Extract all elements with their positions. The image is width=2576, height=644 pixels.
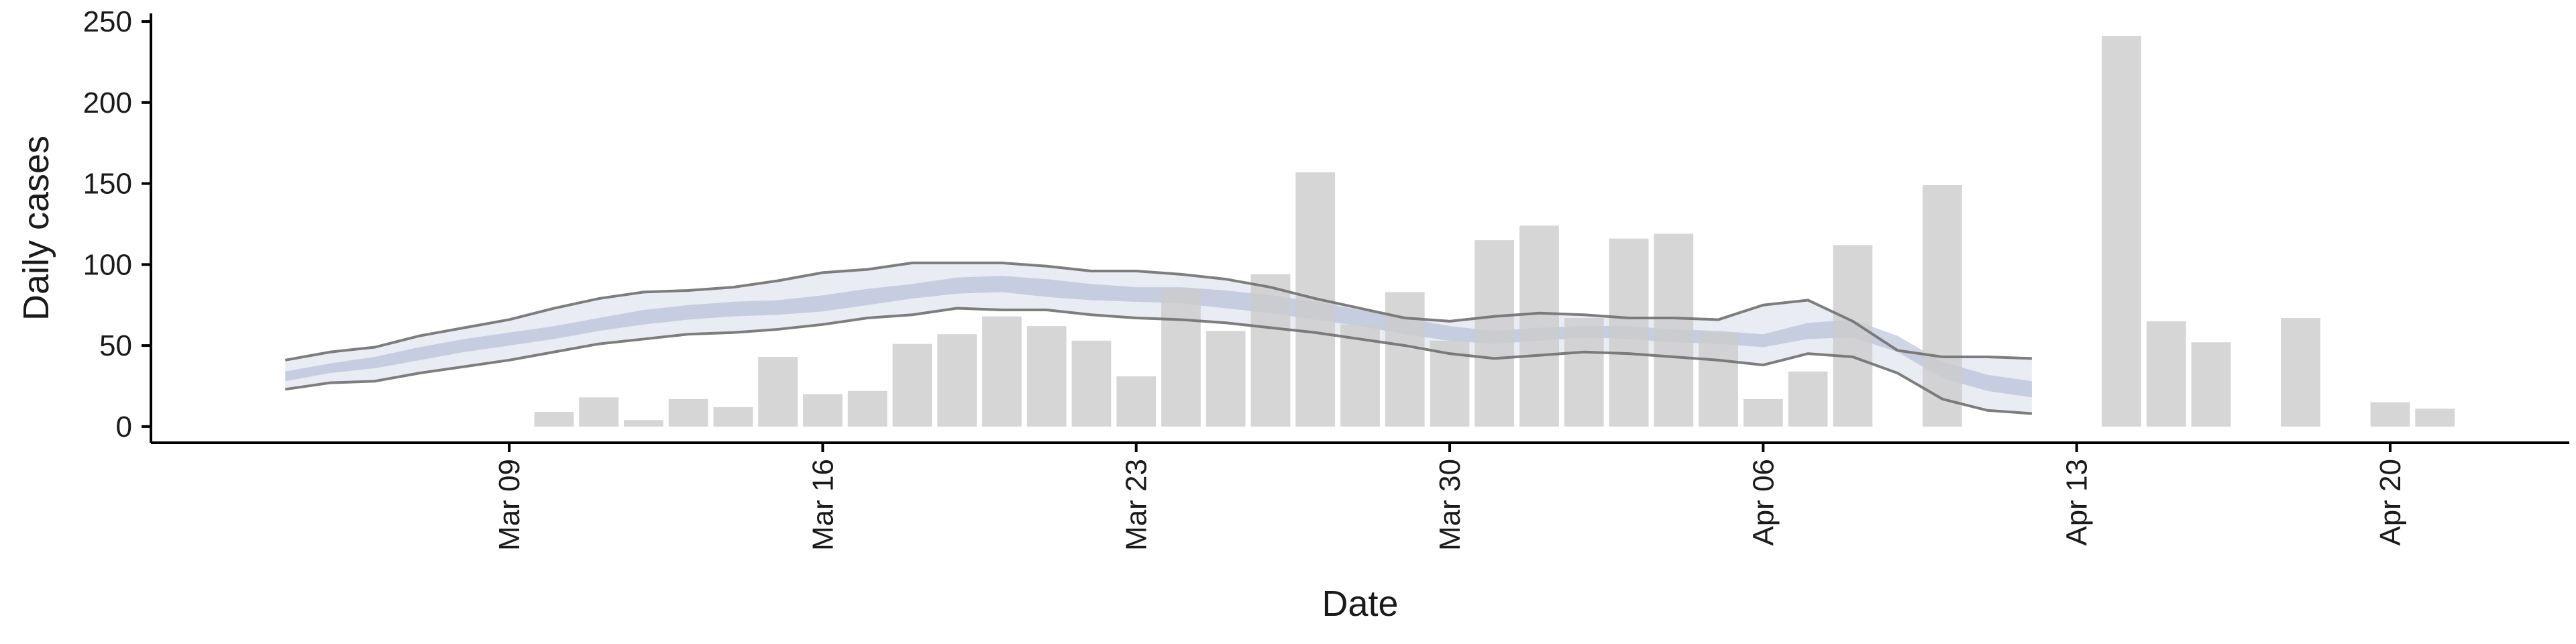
y-tick-label: 100: [83, 248, 132, 281]
bar-2020-04-05: [1699, 332, 1738, 427]
x-tick-label: Apr 06: [1747, 459, 1780, 546]
bar-2020-03-24: [1161, 288, 1201, 427]
bar-2020-03-16: [803, 394, 843, 427]
bar-2020-03-23: [1116, 376, 1157, 427]
x-ticks: Mar 09 Mar 16 Mar 23 Mar 30 Apr 06 Apr 13 Apr …: [493, 443, 2407, 551]
bar-2020-04-20: [2370, 402, 2410, 427]
y-tick-label: 250: [83, 5, 132, 38]
bars-layer: [534, 36, 2455, 427]
bar-2020-03-21: [1026, 326, 1067, 427]
y-tick-label: 0: [116, 411, 132, 443]
y-ticks: 0 50 100 150 200 250: [83, 5, 151, 443]
bar-2020-03-25: [1205, 331, 1246, 427]
y-tick-label: 50: [99, 329, 132, 362]
bar-2020-04-16: [2191, 342, 2231, 427]
bar-2020-03-22: [1071, 340, 1112, 427]
bar-2020-03-14: [713, 407, 753, 427]
bar-2020-03-18: [892, 343, 932, 427]
bar-2020-03-31: [1474, 240, 1515, 427]
bar-2020-03-12: [623, 420, 663, 427]
x-tick-label: Apr 13: [2061, 459, 2094, 546]
bar-2020-04-06: [1743, 398, 1783, 427]
y-tick-label: 150: [83, 168, 132, 201]
bar-2020-04-01: [1519, 225, 1559, 427]
y-tick-label: 200: [83, 87, 132, 119]
bar-2020-04-21: [2415, 409, 2455, 427]
bar-2020-03-13: [668, 398, 708, 427]
bar-2020-04-14: [2102, 36, 2141, 427]
bar-2020-03-15: [758, 357, 798, 427]
y-axis-title: Daily cases: [16, 136, 56, 321]
axes-layer: [150, 13, 2569, 444]
bar-2020-04-07: [1788, 371, 1828, 427]
bar-2020-03-19: [937, 334, 977, 427]
bar-2020-04-10: [1922, 185, 1962, 427]
bar-2020-04-02: [1564, 318, 1604, 427]
x-tick-label: Mar 23: [1120, 459, 1153, 551]
bar-2020-03-17: [847, 390, 888, 427]
bar-2020-03-11: [579, 397, 619, 427]
interval-bounds-layer: [284, 261, 2033, 415]
x-tick-label: Mar 09: [493, 459, 526, 551]
bar-2020-04-18: [2281, 318, 2320, 427]
bar-2020-03-20: [982, 316, 1022, 427]
bar-2020-03-29: [1385, 292, 1425, 427]
bar-2020-03-10: [534, 412, 574, 427]
x-tick-label: Mar 16: [806, 459, 839, 551]
x-tick-label: Apr 20: [2374, 459, 2407, 546]
bar-2020-04-04: [1654, 233, 1694, 427]
bar-2020-04-03: [1609, 238, 1649, 427]
interval-lower-line: [284, 307, 2033, 415]
bar-2020-03-26: [1250, 274, 1291, 427]
x-tick-label: Mar 30: [1434, 459, 1466, 551]
interval-upper-line: [284, 261, 2032, 362]
bar-2020-04-15: [2146, 321, 2186, 427]
x-axis-title: Date: [1322, 584, 1398, 624]
interval-50-band: [285, 276, 2032, 398]
interval-90-band: [285, 262, 2032, 414]
interval-90-layer: [285, 262, 2032, 414]
bar-2020-04-08: [1833, 245, 1873, 427]
interval-50-layer: [285, 276, 2032, 398]
